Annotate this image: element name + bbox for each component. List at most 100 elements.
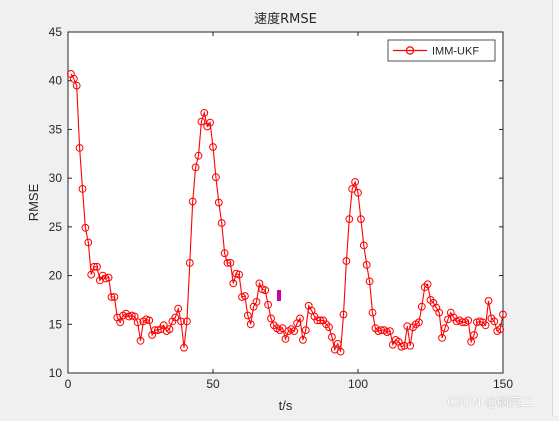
data-point <box>183 317 191 326</box>
data-point <box>423 280 432 289</box>
data-point <box>180 343 188 352</box>
data-point <box>484 297 493 305</box>
data-point <box>212 173 220 182</box>
data-point <box>235 270 244 279</box>
y-tick-label: 45 <box>49 25 63 39</box>
data-point <box>226 259 235 267</box>
data-point <box>444 315 452 324</box>
data-point <box>217 219 226 227</box>
data-point <box>110 293 119 301</box>
y-tick-label: 30 <box>49 171 63 185</box>
data-point <box>362 261 371 269</box>
data-point <box>243 311 252 320</box>
data-point <box>90 262 98 271</box>
data-point <box>499 310 507 319</box>
y-tick-label: 15 <box>49 317 63 331</box>
data-point <box>133 318 142 327</box>
y-tick-label: 25 <box>49 220 63 234</box>
data-point <box>69 74 78 83</box>
data-point <box>75 144 84 152</box>
data-point <box>206 118 215 127</box>
data-point <box>165 325 174 334</box>
data-point <box>136 336 145 345</box>
data-point <box>368 308 377 317</box>
data-point <box>316 316 325 325</box>
x-axis: 0 50 100 150 <box>65 32 513 391</box>
y-tick-label: 10 <box>49 366 63 380</box>
data-point <box>328 333 336 341</box>
data-point <box>87 270 96 279</box>
data-point <box>496 325 505 334</box>
data-point <box>145 316 154 325</box>
y-tick-label: 20 <box>49 269 63 283</box>
data-point <box>490 317 499 326</box>
data-point <box>441 324 449 333</box>
data-point <box>107 293 116 301</box>
data-point <box>415 318 423 327</box>
y-axis-label: RMSE <box>26 183 41 221</box>
watermark: CSDN @脑壳二 <box>446 395 533 409</box>
legend-label: IMM-UKF <box>432 46 479 58</box>
data-point <box>354 188 362 197</box>
data-point <box>325 323 333 332</box>
data-point <box>220 249 229 258</box>
data-point <box>209 143 217 151</box>
data-point <box>435 308 444 317</box>
data-point <box>333 339 342 348</box>
x-tick-label: 150 <box>493 377 513 391</box>
data-point <box>365 277 374 286</box>
data-point <box>336 347 345 356</box>
data-point <box>290 327 299 336</box>
data-point <box>281 335 290 343</box>
x-axis-label: t/s <box>279 398 293 413</box>
data-point <box>229 279 238 288</box>
data-point <box>214 198 223 207</box>
y-tick-label: 40 <box>49 74 63 88</box>
data-point <box>151 326 159 335</box>
y-tick-label: 35 <box>49 122 63 136</box>
data-point <box>223 259 232 267</box>
x-tick-label: 100 <box>348 377 368 391</box>
data-point <box>174 304 183 313</box>
data-point <box>93 262 101 271</box>
data-point <box>470 331 478 339</box>
series-layer <box>67 70 507 356</box>
data-point <box>104 273 113 282</box>
data-point <box>481 321 490 330</box>
data-point <box>191 163 200 172</box>
data-point <box>81 223 90 232</box>
data-point <box>386 327 394 336</box>
data-point <box>296 314 304 323</box>
legend-box <box>387 39 496 62</box>
data-point <box>299 336 307 344</box>
plot-area <box>67 31 504 374</box>
data-point <box>200 109 209 117</box>
data-point <box>116 318 125 327</box>
data-point <box>171 313 180 322</box>
data-point <box>264 300 273 309</box>
data-point <box>72 81 81 90</box>
data-point <box>403 322 412 331</box>
data-point <box>301 326 310 335</box>
window-edge <box>552 0 559 416</box>
data-point <box>400 341 409 350</box>
data-point <box>197 117 206 126</box>
data-point <box>345 215 354 224</box>
data-point <box>261 286 270 295</box>
data-point <box>348 185 357 193</box>
data-point <box>267 314 275 323</box>
data-point <box>351 178 360 186</box>
data-point <box>357 215 365 224</box>
data-point <box>359 241 368 250</box>
data-point <box>438 334 447 342</box>
annotation-marker <box>277 290 281 301</box>
data-point <box>342 257 351 265</box>
data-point <box>188 197 197 206</box>
data-point <box>467 337 476 346</box>
data-point <box>194 151 203 160</box>
data-point <box>339 310 348 319</box>
data-point <box>246 320 255 329</box>
x-tick-label: 0 <box>65 377 72 391</box>
